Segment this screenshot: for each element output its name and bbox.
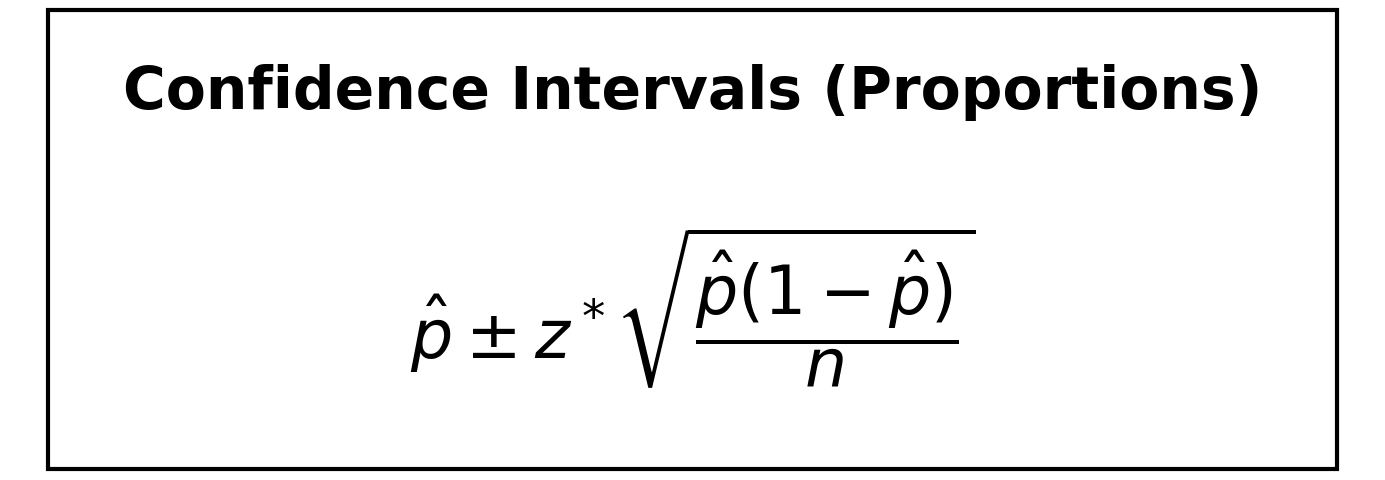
Text: Confidence Intervals (Proportions): Confidence Intervals (Proportions) [123,63,1262,120]
Text: $\hat{p} \pm z^* \sqrt{\dfrac{\hat{p}(1-\hat{p})}{n}}$: $\hat{p} \pm z^* \sqrt{\dfrac{\hat{p}(1-… [410,224,975,389]
FancyBboxPatch shape [47,11,1338,469]
